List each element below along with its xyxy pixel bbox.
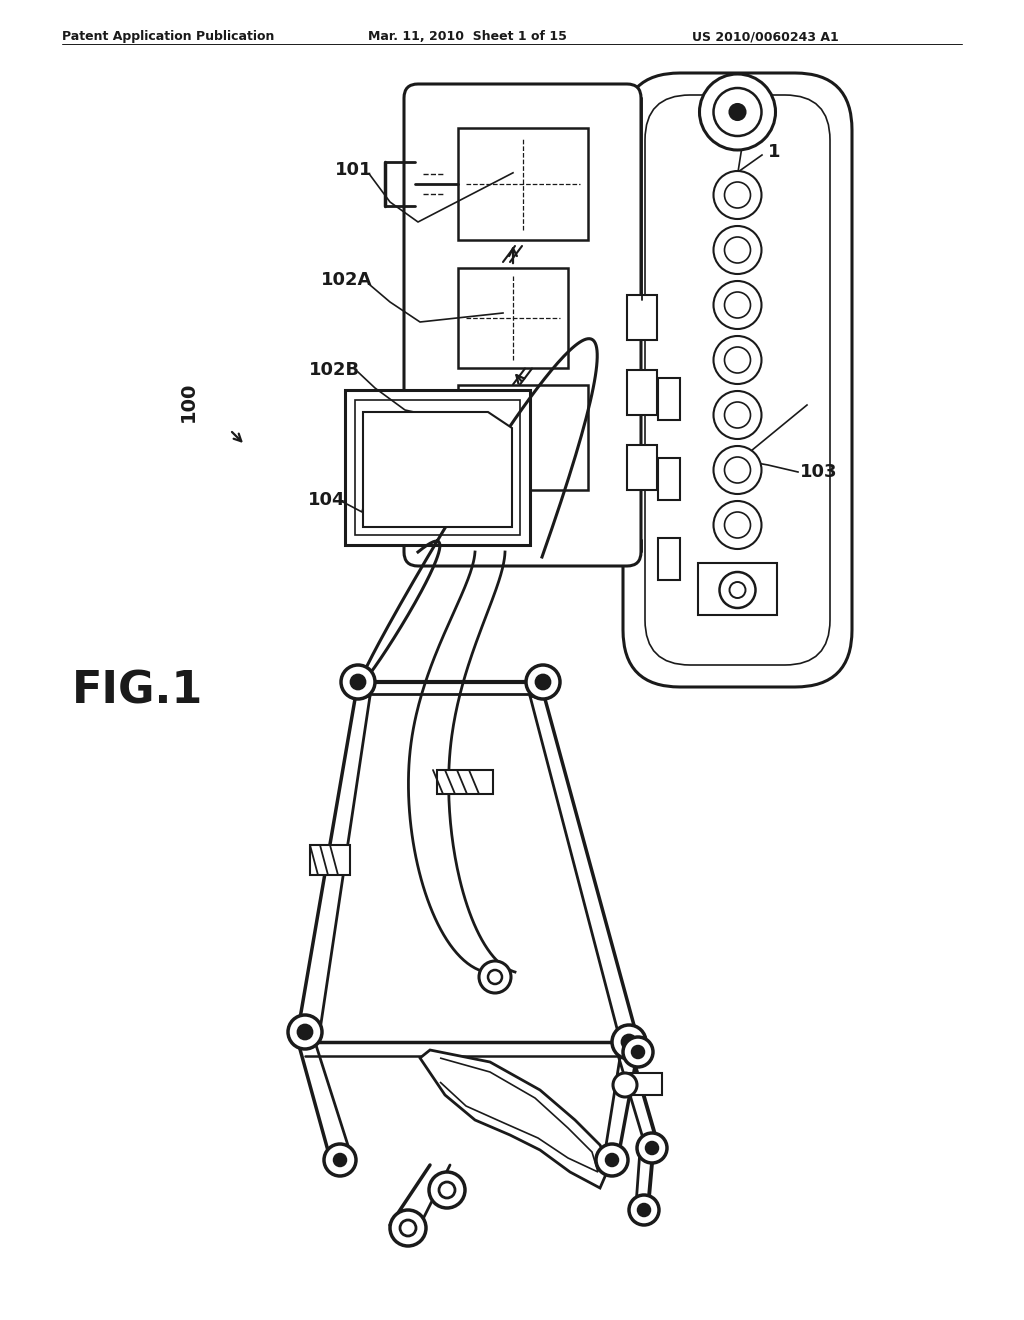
- Circle shape: [729, 104, 745, 120]
- Circle shape: [699, 74, 775, 150]
- Bar: [627, 370, 657, 414]
- Circle shape: [613, 1073, 637, 1097]
- Text: FIG.1: FIG.1: [72, 669, 204, 711]
- Circle shape: [390, 1210, 426, 1246]
- Circle shape: [725, 347, 751, 374]
- Bar: [458, 268, 568, 368]
- Bar: [698, 564, 777, 615]
- Circle shape: [637, 1133, 667, 1163]
- Bar: [627, 445, 657, 490]
- Text: Mar. 11, 2010  Sheet 1 of 15: Mar. 11, 2010 Sheet 1 of 15: [368, 30, 567, 44]
- Circle shape: [725, 182, 751, 209]
- Circle shape: [638, 1204, 650, 1216]
- Bar: [627, 294, 657, 341]
- Circle shape: [725, 292, 751, 318]
- Circle shape: [646, 1142, 658, 1154]
- Circle shape: [714, 226, 762, 275]
- Circle shape: [429, 1172, 465, 1208]
- Circle shape: [439, 1181, 455, 1199]
- Bar: [458, 385, 588, 490]
- Text: 101: 101: [335, 161, 372, 180]
- Circle shape: [714, 281, 762, 329]
- Text: 104: 104: [307, 491, 345, 510]
- Circle shape: [729, 582, 745, 598]
- Circle shape: [596, 1144, 628, 1176]
- Circle shape: [400, 1220, 416, 1236]
- Text: Patent Application Publication: Patent Application Publication: [62, 30, 274, 44]
- Bar: [658, 378, 680, 420]
- Circle shape: [714, 88, 762, 136]
- Text: 102B: 102B: [309, 360, 360, 379]
- Circle shape: [479, 961, 511, 993]
- Circle shape: [288, 1015, 322, 1049]
- Circle shape: [714, 172, 762, 219]
- Bar: [310, 845, 350, 875]
- Polygon shape: [420, 1049, 610, 1188]
- Circle shape: [622, 1035, 636, 1049]
- Text: 100: 100: [178, 381, 198, 422]
- FancyBboxPatch shape: [623, 73, 852, 686]
- Polygon shape: [362, 412, 512, 527]
- Circle shape: [334, 1154, 346, 1166]
- Circle shape: [725, 512, 751, 539]
- Circle shape: [714, 446, 762, 494]
- Circle shape: [526, 665, 560, 700]
- Circle shape: [714, 337, 762, 384]
- Bar: [658, 458, 680, 500]
- Bar: [355, 400, 520, 535]
- Circle shape: [612, 1026, 646, 1059]
- Bar: [345, 389, 530, 545]
- Circle shape: [298, 1026, 312, 1039]
- Circle shape: [725, 457, 751, 483]
- Bar: [630, 1073, 662, 1096]
- Circle shape: [714, 502, 762, 549]
- Circle shape: [351, 675, 365, 689]
- Circle shape: [488, 970, 502, 983]
- Circle shape: [606, 1154, 618, 1166]
- FancyBboxPatch shape: [645, 95, 830, 665]
- Circle shape: [536, 675, 550, 689]
- Bar: [458, 128, 588, 240]
- Text: 1: 1: [768, 143, 780, 161]
- Circle shape: [725, 403, 751, 428]
- Bar: [437, 770, 493, 795]
- Circle shape: [632, 1045, 644, 1059]
- Bar: [658, 539, 680, 579]
- Circle shape: [341, 665, 375, 700]
- Text: 103: 103: [800, 463, 838, 480]
- Circle shape: [714, 391, 762, 440]
- FancyBboxPatch shape: [404, 84, 641, 566]
- Circle shape: [720, 572, 756, 609]
- Circle shape: [725, 238, 751, 263]
- Circle shape: [629, 1195, 659, 1225]
- Text: 102A: 102A: [321, 271, 372, 289]
- Circle shape: [623, 1038, 653, 1067]
- Text: US 2010/0060243 A1: US 2010/0060243 A1: [692, 30, 839, 44]
- Circle shape: [324, 1144, 356, 1176]
